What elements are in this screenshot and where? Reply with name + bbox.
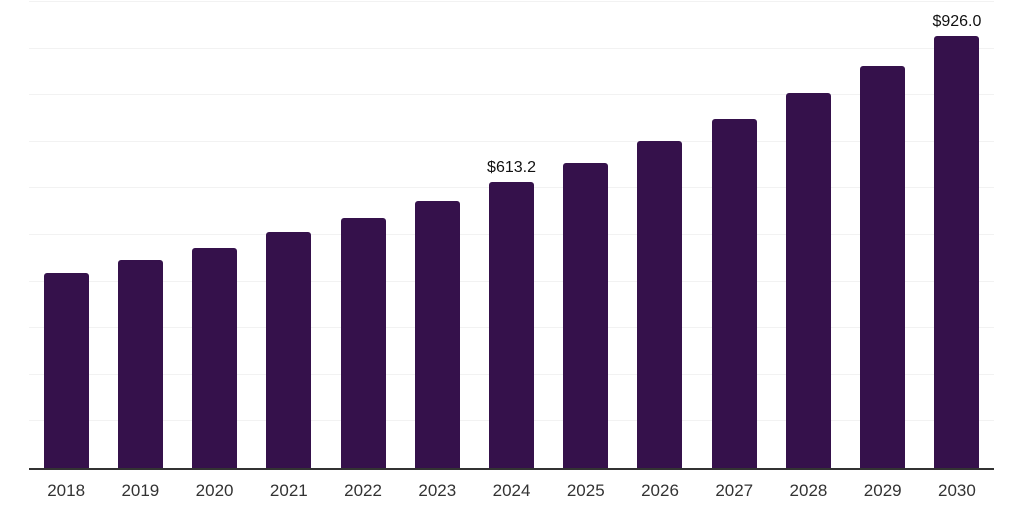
bar-slot: $926.0: [920, 2, 994, 468]
gridline: [29, 140, 994, 142]
bar-2020: [192, 247, 238, 468]
plot-area: $613.2 $926.0: [29, 1, 994, 468]
bar-2027: [711, 118, 757, 468]
bar-series: $613.2 $926.0: [29, 2, 994, 468]
bar-value-label: $926.0: [932, 13, 982, 31]
x-axis-tick-labels: 2018 2019 2020 2021 2022 2023 2024 2025 2026 2027…: [29, 481, 994, 501]
bar-2028: [785, 92, 831, 468]
bar-2029: [860, 65, 906, 468]
bar-2026: [637, 141, 683, 468]
x-tick-label: 2030: [938, 481, 976, 500]
bar-2022: [340, 218, 386, 468]
bar-2018: [43, 272, 89, 468]
x-tick-label: 2024: [492, 481, 531, 500]
x-tick-label: 2020: [195, 481, 234, 500]
x-tick-label: 2029: [863, 481, 902, 500]
gridline: [29, 47, 994, 49]
x-tick-label: 2028: [789, 481, 828, 500]
bar-slot: [177, 2, 251, 468]
bar-2025: [563, 162, 609, 468]
bar-slot: [326, 2, 400, 468]
bar-slot: [697, 2, 771, 468]
bar-value-label: $613.2: [487, 159, 536, 177]
x-tick-label: 2021: [269, 481, 308, 500]
x-axis-line: [29, 468, 994, 470]
bar-2023: [414, 200, 460, 468]
gridline: [29, 1, 994, 2]
bar-slot: [400, 2, 474, 468]
x-tick-label: 2019: [121, 481, 160, 500]
bar-slot: [623, 2, 697, 468]
bar-2030: [934, 36, 980, 468]
bar-slot: [846, 2, 920, 468]
bar-slot: [103, 2, 177, 468]
x-tick-label: 2026: [641, 481, 679, 500]
bar-slot: [549, 2, 623, 468]
x-tick-label: 2027: [715, 481, 754, 500]
x-tick-label: 2018: [47, 481, 86, 500]
x-tick-label: 2022: [344, 481, 382, 500]
gridline: [29, 94, 994, 96]
x-tick-label: 2023: [418, 481, 457, 500]
bar-slot: [771, 2, 845, 468]
bar-slot: [29, 2, 103, 468]
bar-2021: [266, 232, 312, 468]
bar-slot: [252, 2, 326, 468]
bar-2024: [489, 182, 535, 468]
bar-2019: [117, 260, 163, 468]
bar-slot: $613.2: [474, 2, 548, 468]
x-tick-label: 2025: [566, 481, 605, 500]
